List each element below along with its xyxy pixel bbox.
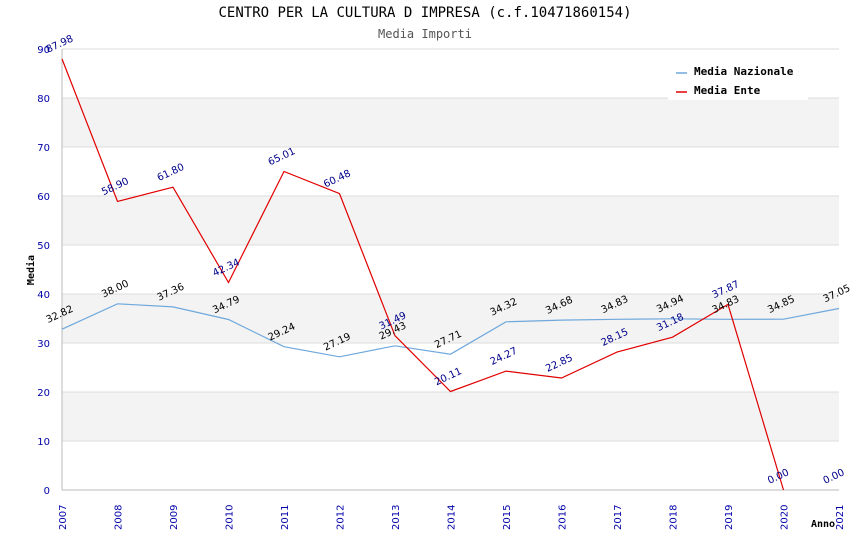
series-lines — [61, 58, 840, 491]
grid-bands — [62, 98, 839, 441]
x-tick-label: 2007 — [58, 505, 69, 530]
axes — [61, 49, 839, 491]
x-tick-labels: 2007 2008 2009 2010 2011 2012 2013 2014 2015 2016… — [58, 505, 846, 530]
data-label: 60.48 — [322, 168, 353, 190]
chart-title: CENTRO PER LA CULTURA D IMPRESA (c.f.104… — [218, 5, 632, 21]
x-tick-label: 2021 — [835, 505, 846, 530]
data-label: 22.85 — [544, 353, 575, 375]
y-tick-label: 10 — [37, 437, 50, 448]
x-tick-label: 2017 — [613, 505, 624, 530]
x-tick-label: 2018 — [669, 505, 680, 530]
data-label: 24.27 — [489, 346, 520, 368]
y-tick-label: 60 — [37, 192, 50, 203]
y-tick-label: 50 — [37, 241, 50, 252]
data-label: 65.01 — [267, 146, 298, 168]
grid-band — [62, 392, 839, 441]
legend-label-nazionale: Media Nazionale — [694, 65, 794, 78]
grid-band — [62, 98, 839, 147]
data-label: 87.98 — [45, 34, 76, 56]
y-tick-label: 0 — [44, 486, 50, 497]
data-label: 0.00 — [822, 467, 847, 486]
series-line-ente — [61, 58, 785, 491]
y-tick-label: 40 — [37, 290, 50, 301]
x-tick-label: 2012 — [336, 505, 347, 530]
y-tick-label: 20 — [37, 388, 50, 399]
x-tick-label: 2011 — [280, 505, 291, 530]
x-tick-label: 2014 — [447, 505, 458, 530]
x-tick-label: 2008 — [114, 505, 125, 530]
y-tick-label: 90 — [37, 45, 50, 56]
y-tick-labels: 0 10 20 30 40 50 60 70 80 90 — [37, 45, 50, 497]
data-label: 20.11 — [433, 366, 464, 388]
y-tick-label: 70 — [37, 143, 50, 154]
x-tick-label: 2010 — [225, 505, 236, 530]
x-tick-label: 2015 — [502, 505, 513, 530]
data-label: 0.00 — [766, 467, 791, 486]
x-tick-label: 2016 — [558, 505, 569, 530]
chart-subtitle: Media Importi — [378, 27, 472, 41]
y-tick-label: 80 — [37, 94, 50, 105]
y-tick-label: 30 — [37, 339, 50, 350]
grid-band — [62, 196, 839, 245]
series-line-nazionale — [61, 303, 840, 358]
data-label: 61.80 — [156, 162, 187, 184]
x-axis-label: Anno — [811, 519, 835, 530]
x-tick-label: 2019 — [724, 505, 735, 530]
grid-band — [62, 294, 839, 343]
legend-label-ente: Media Ente — [694, 84, 761, 97]
x-tick-label: 2020 — [780, 505, 791, 530]
legend: Media Nazionale Media Ente — [668, 58, 808, 100]
legend-box — [668, 58, 808, 100]
y-axis-label: Media — [25, 255, 37, 285]
x-tick-label: 2013 — [391, 505, 402, 530]
grid-lines — [62, 48, 839, 491]
x-tick-label: 2009 — [169, 505, 180, 530]
